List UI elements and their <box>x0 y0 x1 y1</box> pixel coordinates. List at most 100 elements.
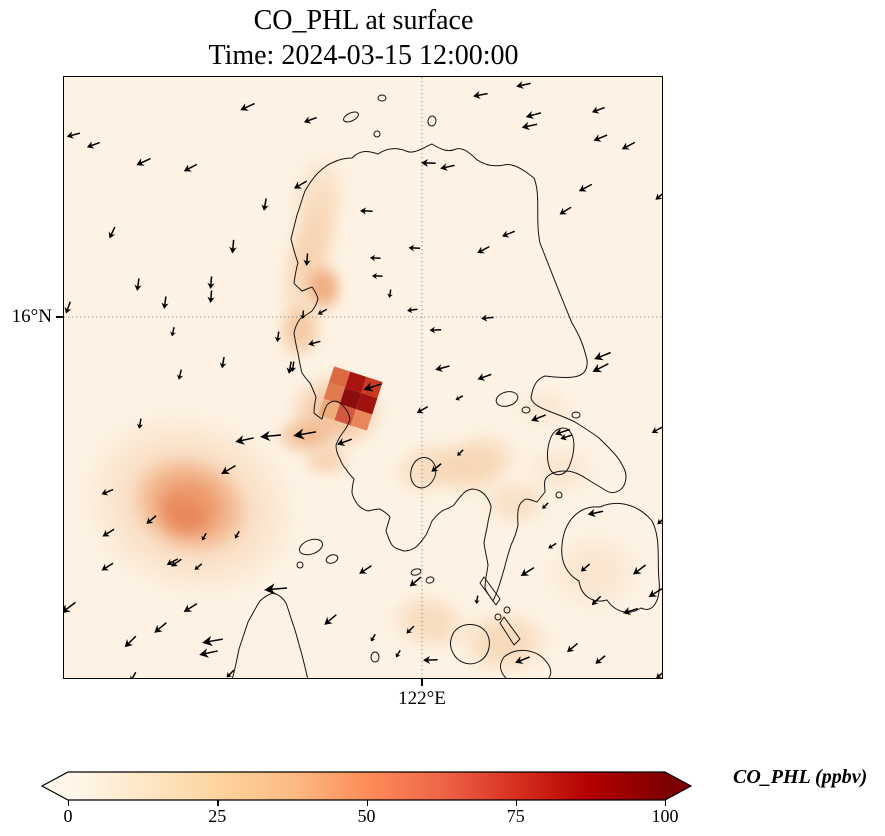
wind-arrow <box>587 508 604 518</box>
colorbar-tick-label: 100 <box>651 806 679 826</box>
wind-arrow <box>207 290 215 303</box>
colorbar-tick-label: 0 <box>63 806 73 826</box>
wind-arrow <box>261 198 269 211</box>
map-overlay <box>64 77 663 679</box>
wind-arrow <box>359 565 372 574</box>
wind-arrow <box>554 428 571 436</box>
wind-arrow <box>235 435 254 445</box>
island-outline <box>571 411 581 419</box>
wind-arrow <box>542 502 549 509</box>
wind-arrow <box>435 364 450 372</box>
wind-arrow <box>303 253 311 266</box>
wind-arrow <box>431 463 442 472</box>
wind-arrow <box>370 254 381 262</box>
wind-arrow <box>234 530 240 539</box>
concentration-blob <box>299 441 353 479</box>
coastline-path <box>547 427 575 476</box>
wind-arrow <box>183 163 198 172</box>
concentration-blob <box>524 442 596 498</box>
coastline-path <box>500 650 552 679</box>
wind-arrow <box>481 314 494 322</box>
wind-arrow <box>408 244 421 252</box>
wind-arrow <box>372 272 383 280</box>
coastline-path <box>450 624 490 665</box>
island-outline <box>325 554 339 564</box>
wind-arrow <box>409 576 422 587</box>
wind-arrow <box>593 134 608 142</box>
island-outline <box>298 538 324 556</box>
wind-arrow <box>594 351 611 361</box>
wind-arrow <box>474 595 480 604</box>
island-outline <box>494 613 502 621</box>
wind-arrow <box>651 426 663 434</box>
island-outline <box>425 576 435 584</box>
wind-arrow <box>656 670 663 679</box>
y-axis-tick <box>56 316 64 318</box>
wind-arrow <box>595 655 606 664</box>
y-axis-tick-label: 16°N <box>11 306 52 327</box>
wind-arrow <box>560 433 573 441</box>
wind-arrow <box>229 239 237 254</box>
wind-arrow <box>226 669 235 678</box>
coastline-path <box>290 143 627 602</box>
wind-arrow <box>525 110 542 120</box>
island-outline <box>296 561 304 569</box>
wind-arrow <box>303 116 317 124</box>
wind-arrow <box>124 635 137 648</box>
wind-arrow <box>324 614 337 625</box>
wind-arrow <box>501 230 515 238</box>
coastline-path <box>561 502 660 613</box>
wind-arrow <box>146 515 157 524</box>
island-outline <box>377 94 387 102</box>
wind-arrow <box>240 102 255 111</box>
wind-arrow <box>531 414 546 422</box>
map-area <box>64 77 663 679</box>
wind-arrow <box>102 528 115 537</box>
wind-arrow <box>477 245 490 254</box>
wind-arrow <box>183 602 198 612</box>
plot-title: CO_PHL at surface Time: 2024-03-15 12:00… <box>64 3 663 73</box>
colorbar-gradient <box>42 772 691 800</box>
wind-arrow <box>293 428 317 440</box>
wind-arrow <box>86 141 100 149</box>
wind-arrow <box>274 331 282 342</box>
wind-arrow <box>622 606 639 616</box>
wind-arrow <box>201 532 207 541</box>
concentration-blob <box>543 531 645 613</box>
wind-arrow <box>363 382 382 392</box>
island-outline <box>555 491 563 499</box>
wind-arrow <box>592 363 609 373</box>
wind-arrow <box>64 601 76 614</box>
colorbar-outline <box>41 771 692 801</box>
wind-arrow <box>221 464 236 474</box>
coastline-path <box>499 616 521 646</box>
wind-arrow <box>286 361 294 374</box>
wind-arrow <box>520 566 535 576</box>
concentration-blob <box>480 476 552 528</box>
colorbar-tick-label: 75 <box>506 806 525 826</box>
wind-arrow <box>559 206 572 215</box>
colorbar-tick <box>665 800 667 806</box>
wind-arrow <box>219 356 227 369</box>
wind-arrow <box>406 625 415 634</box>
concentration-blob <box>455 607 553 677</box>
wind-arrow <box>515 656 530 664</box>
x-axis-tick-label: 122°E <box>398 688 446 709</box>
colorbar-label: CO_PHL (ppbv) <box>733 766 868 788</box>
wind-arrow <box>591 595 602 606</box>
colorbar-border <box>41 771 692 801</box>
wind-arrow <box>202 635 223 647</box>
colorbar-tick <box>68 800 70 806</box>
island-outline <box>427 115 437 127</box>
wind-arrow <box>455 395 464 401</box>
wind-arrow <box>477 373 492 381</box>
wind-arrow <box>423 656 438 664</box>
wind-arrow <box>108 226 116 239</box>
wind-arrow <box>473 91 488 99</box>
wind-arrow <box>64 301 72 314</box>
wind-arrow <box>591 106 605 114</box>
wind-arrow <box>633 564 647 575</box>
island-outline <box>370 651 380 663</box>
wind-arrow <box>395 649 401 658</box>
